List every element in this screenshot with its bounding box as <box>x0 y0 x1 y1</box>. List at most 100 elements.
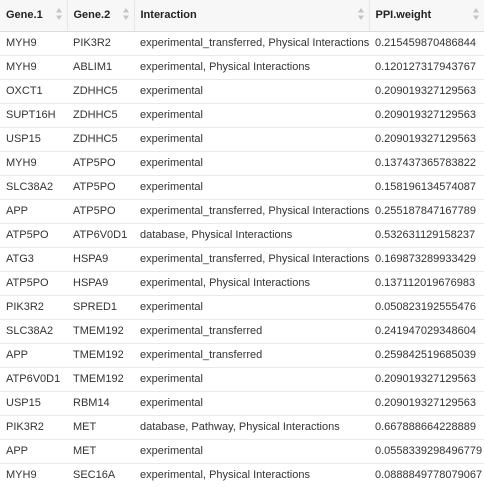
gene-1-cell: ATG3 <box>6 253 34 265</box>
gene-2-cell: SPRED1 <box>73 301 118 313</box>
interaction-cell: experimental <box>140 373 203 385</box>
gene-1-cell: SLC38A2 <box>6 325 54 337</box>
interaction-cell: experimental_transferred, Physical Inter… <box>140 37 369 49</box>
gene-2-cell: TMEM192 <box>73 349 124 361</box>
gene-2-cell: RBM14 <box>73 397 110 409</box>
ppi-weight-cell: 0.120127317943767 <box>375 61 476 73</box>
gene-1-cell: SUPT16H <box>6 109 56 121</box>
sort-arrows-icon[interactable] <box>473 8 479 20</box>
gene-1-cell: APP <box>6 445 29 457</box>
sort-arrows-icon[interactable] <box>122 8 129 20</box>
gene-1-cell: APP <box>6 349 29 361</box>
interaction-cell: experimental <box>140 301 203 313</box>
table-row: PIK3R2 MET database, Pathway, Physical Int… <box>0 415 484 439</box>
interaction-cell: experimental, Physical Interactions <box>140 61 310 73</box>
table-row: APP TMEM192 experimental_transferred 0.2598… <box>0 343 484 367</box>
header-row: Gene.1 Gene.2 Interaction <box>0 0 484 32</box>
ppi-weight-cell: 0.209019327129563 <box>375 85 476 97</box>
gene-1-cell: SLC38A2 <box>6 181 54 193</box>
interaction-cell: experimental, Physical Interactions <box>140 277 310 289</box>
ppi-weight-cell: 0.215459870486844 <box>375 37 476 49</box>
sort-arrows-icon[interactable] <box>357 8 364 20</box>
table-row: APP MET experimental 0.0558339298496779 <box>0 439 484 463</box>
gene-1-cell: ATP5PO <box>6 229 49 241</box>
gene-1-cell: ATP5PO <box>6 277 49 289</box>
gene-1-cell: PIK3R2 <box>6 421 44 433</box>
column-header-label: Interaction <box>140 9 197 22</box>
interaction-cell: experimental <box>140 85 203 97</box>
interaction-cell: experimental <box>140 133 203 145</box>
table-row: USP15 ZDHHC5 experimental 0.209019327129563 <box>0 127 484 151</box>
gene-2-cell: HSPA9 <box>73 253 109 265</box>
gene-2-cell: ZDHHC5 <box>73 85 118 97</box>
column-header-gene-2[interactable]: Gene.2 <box>67 0 135 32</box>
table-row: PIK3R2 SPRED1 experimental 0.05082319255547… <box>0 295 484 319</box>
ppi-weight-cell: 0.0888849778079067 <box>375 469 483 481</box>
gene-2-cell: MET <box>73 445 97 457</box>
gene-1-cell: USP15 <box>6 133 41 145</box>
column-header-interaction[interactable]: Interaction <box>134 0 370 32</box>
table-row: APP ATP5PO experimental_transferred, Physi… <box>0 199 484 223</box>
table-row: MYH9 ATP5PO experimental 0.137437365783822 <box>0 151 484 175</box>
column-header-label: Gene.2 <box>73 9 111 22</box>
gene-2-cell: ATP5PO <box>73 205 116 217</box>
gene-2-cell: ABLIM1 <box>73 61 113 73</box>
ppi-weight-cell: 0.209019327129563 <box>375 133 476 145</box>
table-row: ATP6V0D1 TMEM192 experimental 0.20901932712… <box>0 367 484 391</box>
ppi-weight-cell: 0.169873289933429 <box>375 253 476 265</box>
gene-2-cell: ATP5PO <box>73 157 116 169</box>
table-row: ATG3 HSPA9 experimental_transferred, Physi… <box>0 247 484 271</box>
table-row: MYH9 PIK3R2 experimental_transferred, Phys… <box>0 31 484 55</box>
gene-1-cell: OXCT1 <box>6 85 43 97</box>
interaction-cell: experimental_transferred, Physical Inter… <box>140 205 369 217</box>
gene-2-cell: ZDHHC5 <box>73 133 118 145</box>
gene-1-cell: MYH9 <box>6 61 37 73</box>
gene-1-cell: APP <box>6 205 29 217</box>
table-row: SLC38A2 TMEM192 experimental_transferred 0.… <box>0 319 484 343</box>
gene-2-cell: TMEM192 <box>73 325 124 337</box>
ppi-weight-cell: 0.532631129158237 <box>375 229 476 241</box>
table-row: SUPT16H ZDHHC5 experimental 0.2090193271295… <box>0 103 484 127</box>
interaction-cell: experimental <box>140 445 203 457</box>
table-row: MYH9 ABLIM1 experimental, Physical Interac… <box>0 55 484 79</box>
ppi-weight-cell: 0.0558339298496779 <box>375 445 483 457</box>
ppi-weight-cell: 0.137112019676983 <box>375 277 476 289</box>
table-row: USP15 RBM14 experimental 0.209019327129563 <box>0 391 484 415</box>
interaction-cell: experimental <box>140 181 203 193</box>
interaction-cell: database, Physical Interactions <box>140 229 293 241</box>
column-header-ppi-weight[interactable]: PPI.weight <box>369 0 484 32</box>
gene-1-cell: MYH9 <box>6 157 37 169</box>
ppi-weight-cell: 0.241947029348604 <box>375 325 476 337</box>
interaction-cell: experimental_transferred <box>140 349 263 361</box>
gene-1-cell: PIK3R2 <box>6 301 44 313</box>
ppi-weight-cell: 0.158196134574087 <box>375 181 476 193</box>
table-row: ATP5PO ATP6V0D1 database, Physical Interac… <box>0 223 484 247</box>
interaction-cell: experimental <box>140 157 203 169</box>
ppi-weight-cell: 0.137437365783822 <box>375 157 476 169</box>
ppi-weight-cell: 0.255187847167789 <box>375 205 476 217</box>
gene-1-cell: MYH9 <box>6 37 37 49</box>
interaction-cell: database, Pathway, Physical Interactions <box>140 421 340 433</box>
ppi-weight-cell: 0.209019327129563 <box>375 397 476 409</box>
interaction-cell: experimental <box>140 397 203 409</box>
column-header-gene-1[interactable]: Gene.1 <box>0 0 68 32</box>
column-header-label: PPI.weight <box>375 9 432 22</box>
gene-2-cell: SEC16A <box>73 469 116 481</box>
interaction-cell: experimental <box>140 109 203 121</box>
table-row: MYH9 SEC16A experimental, Physical Interac… <box>0 463 484 487</box>
sort-arrows-icon[interactable] <box>55 8 62 20</box>
table-row: SLC38A2 ATP5PO experimental 0.1581961345740… <box>0 175 484 199</box>
table-header: Gene.1 Gene.2 Interaction <box>0 0 484 32</box>
ppi-weight-cell: 0.209019327129563 <box>375 373 476 385</box>
column-header-label: Gene.1 <box>6 9 43 22</box>
table-row: ATP5PO HSPA9 experimental, Physical Intera… <box>0 271 484 295</box>
gene-2-cell: HSPA9 <box>73 277 109 289</box>
table-body: MYH9 PIK3R2 experimental_transferred, Phys… <box>0 31 484 487</box>
gene-2-cell: PIK3R2 <box>73 37 111 49</box>
gene-1-cell: ATP6V0D1 <box>6 373 61 385</box>
gene-2-cell: MET <box>73 421 97 433</box>
interaction-cell: experimental, Physical Interactions <box>140 469 310 481</box>
interaction-cell: experimental_transferred <box>140 325 263 337</box>
ppi-weight-cell: 0.259842519685039 <box>375 349 476 361</box>
